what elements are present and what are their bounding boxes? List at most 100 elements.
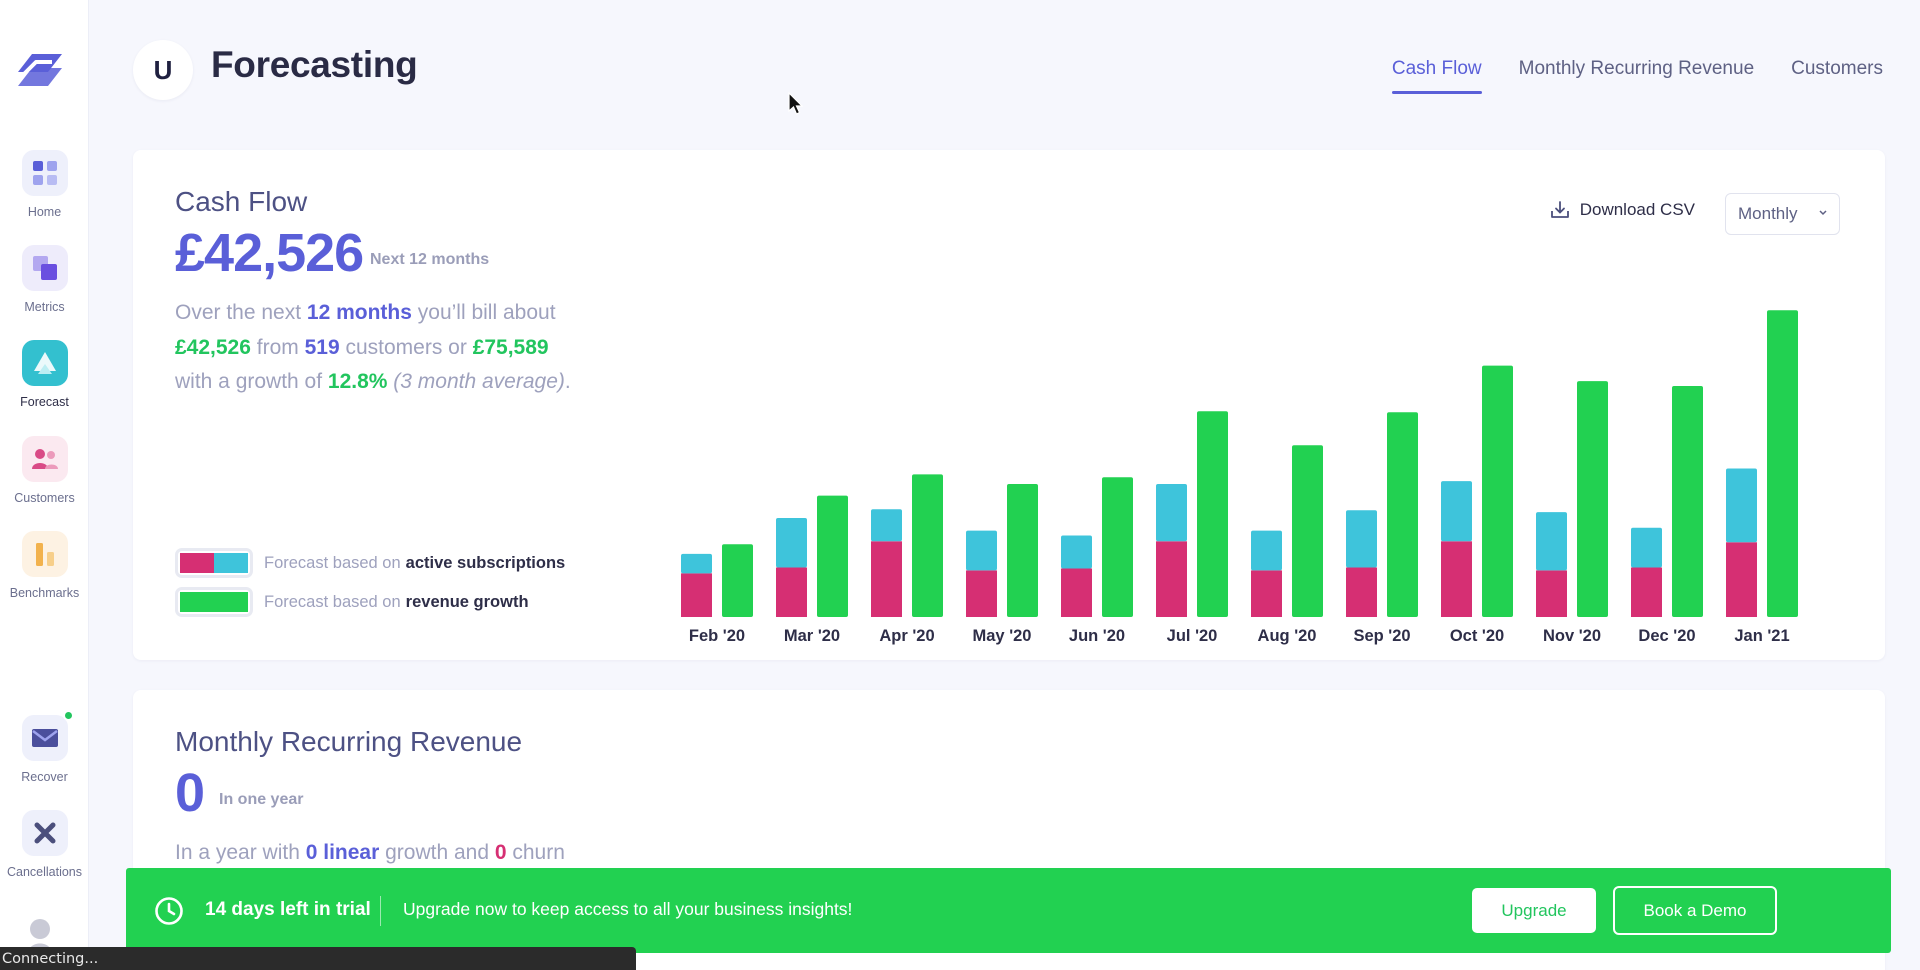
upgrade-button[interactable]: Upgrade bbox=[1472, 888, 1596, 933]
legend-active-subscriptions: Forecast based on active subscriptions bbox=[175, 548, 565, 578]
x-tick-label: Sep '20 bbox=[1353, 627, 1410, 645]
app-badge: U bbox=[133, 40, 193, 100]
sidebar-item-forecast[interactable]: Forecast bbox=[0, 340, 89, 409]
tab-customers[interactable]: Customers bbox=[1791, 58, 1883, 79]
bar-subscriptions-cyan bbox=[1251, 530, 1282, 571]
people-icon bbox=[21, 436, 68, 482]
forecast-icon bbox=[21, 340, 68, 386]
x-tick-label: Oct '20 bbox=[1450, 627, 1504, 645]
bar-subscriptions-pink bbox=[1441, 541, 1472, 617]
bar-subscriptions-pink bbox=[1536, 570, 1567, 617]
x-tick-label: Jun '20 bbox=[1069, 627, 1125, 645]
mrr-title: Monthly Recurring Revenue bbox=[175, 726, 523, 757]
sidebar-item-label: Customers bbox=[14, 491, 75, 505]
sidebar-item-label: Benchmarks bbox=[9, 586, 80, 600]
sidebar-item-home[interactable]: Home bbox=[0, 150, 89, 219]
x-tick-label: Jan '21 bbox=[1734, 627, 1789, 645]
trial-message: Upgrade now to keep access to all your b… bbox=[403, 899, 853, 919]
download-icon bbox=[1550, 201, 1569, 218]
legend-swatch-growth bbox=[175, 587, 253, 617]
bar-subscriptions-cyan bbox=[1536, 512, 1567, 571]
bar-subscriptions-cyan bbox=[966, 530, 997, 571]
sidebar-item-cancellations[interactable]: Cancellations bbox=[0, 810, 89, 879]
bar-subscriptions-pink bbox=[966, 570, 997, 617]
legend-revenue-growth: Forecast based on revenue growth bbox=[175, 587, 529, 617]
sidebar-item-metrics[interactable]: Metrics bbox=[0, 245, 89, 314]
baremetrics-logo-icon[interactable] bbox=[14, 46, 66, 94]
bar-subscriptions-cyan bbox=[1061, 535, 1092, 569]
sidebar-item-label: Home bbox=[27, 205, 62, 219]
bar-subscriptions-cyan bbox=[681, 553, 712, 574]
bar-subscriptions-cyan bbox=[1631, 527, 1662, 568]
bar-growth bbox=[817, 495, 848, 617]
bar-subscriptions-cyan bbox=[776, 518, 807, 568]
sidebar-item-label: Cancellations bbox=[6, 865, 83, 879]
bar-growth bbox=[1197, 411, 1228, 617]
sidebar-item-label: Metrics bbox=[24, 300, 65, 314]
bar-growth bbox=[1387, 412, 1418, 617]
page-title: Forecasting bbox=[211, 44, 418, 85]
notification-dot bbox=[62, 710, 74, 721]
bar-subscriptions-cyan bbox=[1346, 510, 1377, 568]
bar-subscriptions-pink bbox=[1346, 567, 1377, 617]
period-select[interactable]: Monthly bbox=[1725, 193, 1840, 235]
bar-subscriptions-pink bbox=[776, 567, 807, 617]
x-tick-label: Mar '20 bbox=[784, 627, 840, 645]
cross-icon bbox=[21, 810, 68, 856]
mouse-cursor-icon bbox=[788, 92, 804, 115]
x-tick-label: Jul '20 bbox=[1167, 627, 1218, 645]
tab-monthly-recurring-revenue[interactable]: Monthly Recurring Revenue bbox=[1518, 58, 1755, 79]
x-tick-label: May '20 bbox=[973, 627, 1032, 645]
period-select-value: Monthly bbox=[1738, 204, 1798, 223]
sidebar-item-label: Forecast bbox=[20, 395, 69, 409]
grid-icon bbox=[21, 150, 68, 196]
tab-bar: Cash Flow Monthly Recurring Revenue Cust… bbox=[1391, 58, 1883, 94]
bar-subscriptions-pink bbox=[1061, 568, 1092, 617]
cash-flow-value-sub: Next 12 months bbox=[370, 251, 490, 268]
bar-growth bbox=[1577, 381, 1608, 617]
cash-flow-chart: Feb '20 Mar '20 Apr '20 May '20 Jun '20 Jul '… bbox=[681, 310, 1798, 645]
sidebar-item-customers[interactable]: Customers bbox=[0, 436, 89, 505]
download-csv-label: Download CSV bbox=[1579, 200, 1695, 219]
sidebar-item-benchmarks[interactable]: Benchmarks bbox=[0, 531, 89, 600]
bar-subscriptions-pink bbox=[1251, 570, 1282, 617]
bar-growth bbox=[1292, 445, 1323, 617]
sidebar: Home Metrics Forecast Customers Benchmar… bbox=[0, 0, 89, 970]
legend-swatch-subscriptions bbox=[175, 548, 253, 578]
sidebar-item-label: Recover bbox=[21, 770, 68, 784]
bar-subscriptions-pink bbox=[1631, 567, 1662, 617]
download-csv-button[interactable]: Download CSV bbox=[1550, 200, 1695, 220]
clock-icon bbox=[155, 897, 183, 925]
bar-growth bbox=[1767, 310, 1798, 617]
bar-growth bbox=[1102, 477, 1133, 617]
browser-status-bar: Connecting... bbox=[0, 947, 636, 970]
bar-subscriptions-cyan bbox=[1726, 468, 1757, 543]
bar-subscriptions-pink bbox=[681, 573, 712, 617]
mrr-value-sub: In one year bbox=[219, 791, 304, 808]
bar-growth bbox=[1672, 386, 1703, 617]
x-tick-label: Feb '20 bbox=[689, 627, 745, 645]
bar-growth bbox=[722, 544, 753, 617]
bar-subscriptions-cyan bbox=[1156, 484, 1187, 542]
cash-flow-card: Cash Flow £42,526 Next 12 months Over th… bbox=[133, 150, 1885, 660]
x-tick-label: Dec '20 bbox=[1638, 627, 1695, 645]
bars-icon bbox=[21, 531, 68, 577]
trial-days-left: 14 days left in trial bbox=[205, 899, 371, 920]
mail-icon bbox=[21, 710, 74, 761]
cash-flow-title: Cash Flow bbox=[175, 186, 308, 217]
bar-subscriptions-cyan bbox=[1441, 481, 1472, 542]
bar-subscriptions-cyan bbox=[871, 509, 902, 542]
book-demo-button[interactable]: Book a Demo bbox=[1613, 886, 1777, 935]
x-tick-label: Aug '20 bbox=[1258, 627, 1317, 645]
squares-icon bbox=[21, 245, 68, 291]
bar-growth bbox=[1482, 365, 1513, 617]
chevron-down-icon bbox=[1819, 210, 1827, 216]
tab-cash-flow[interactable]: Cash Flow bbox=[1391, 58, 1482, 94]
cash-flow-summary: Over the next 12 months you’ll bill abou… bbox=[175, 301, 571, 393]
sidebar-item-recover[interactable]: Recover bbox=[0, 710, 89, 784]
bar-subscriptions-pink bbox=[1726, 542, 1757, 617]
trial-divider bbox=[380, 896, 381, 926]
cash-flow-value: £42,526 bbox=[175, 223, 364, 283]
trial-banner: 14 days left in trial Upgrade now to kee… bbox=[126, 868, 1891, 953]
mrr-summary: In a year with 0 linear growth and 0 chu… bbox=[175, 841, 565, 864]
